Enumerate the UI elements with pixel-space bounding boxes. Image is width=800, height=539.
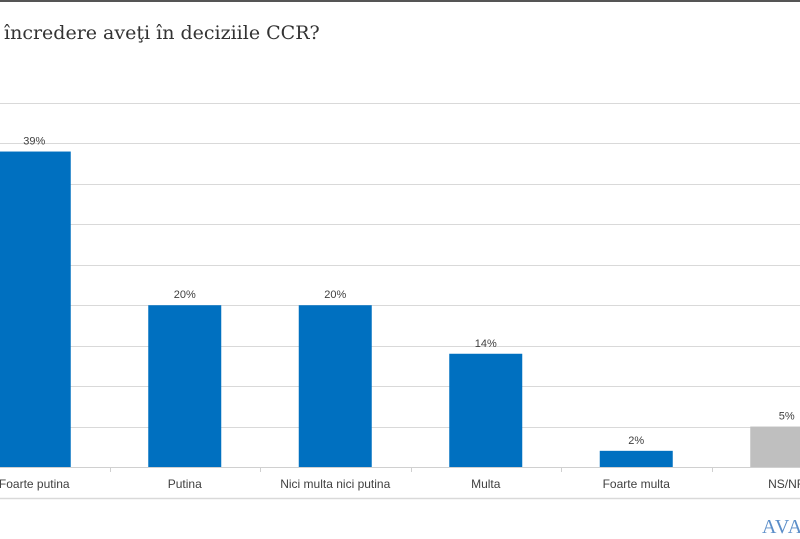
- category-label: Foarte putina: [0, 477, 70, 491]
- category-label: Multa: [471, 477, 501, 491]
- bar-4: [599, 450, 673, 467]
- data-label: 20%: [174, 289, 196, 301]
- category-label: Putina: [168, 477, 202, 491]
- category-label: NS/NR: [768, 477, 800, 491]
- category-label: Nici multa nici putina: [280, 477, 390, 491]
- data-label: 5%: [779, 411, 795, 423]
- bar-3: [449, 353, 523, 467]
- data-label: 14%: [475, 338, 497, 350]
- category-label: Foarte multa: [603, 477, 671, 491]
- data-label: 39%: [23, 136, 45, 148]
- data-label: 2%: [628, 435, 644, 447]
- bar-5: [750, 426, 800, 467]
- data-label: 20%: [324, 289, 346, 301]
- top-border: [0, 0, 800, 2]
- chart-title: încredere aveţi în deciziile CCR?: [4, 22, 320, 44]
- bar-0: [0, 151, 71, 468]
- brand-logo: AVAN: [762, 516, 800, 538]
- bar-2: [298, 305, 372, 467]
- bar-1: [148, 305, 222, 467]
